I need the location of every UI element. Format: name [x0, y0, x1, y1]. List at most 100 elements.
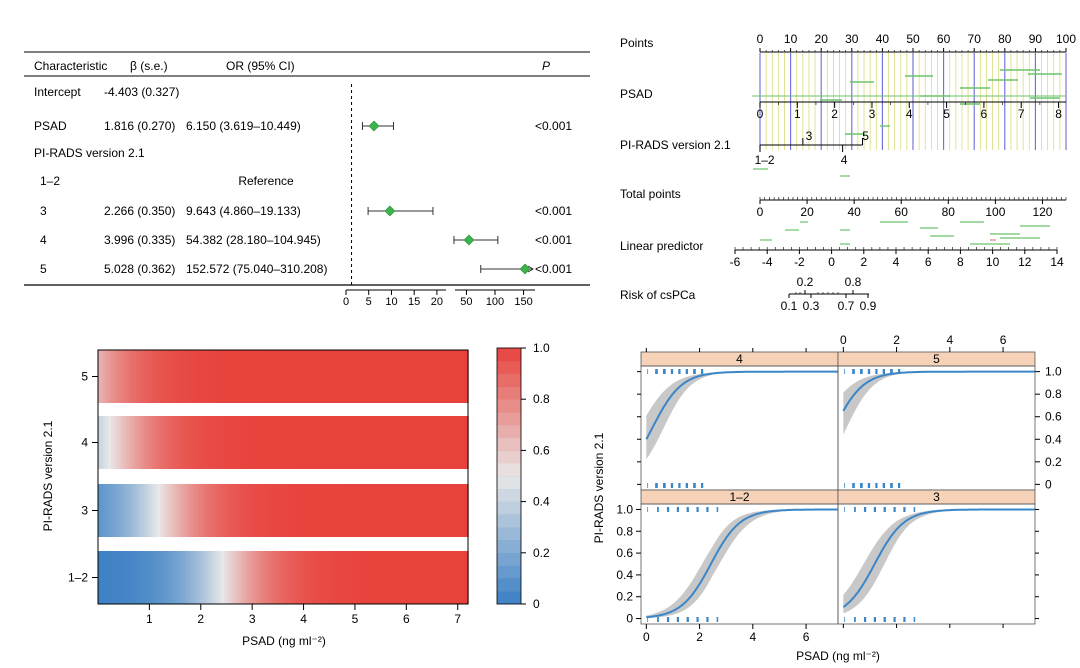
pirads-tick-label: 5: [862, 129, 869, 143]
heatmap-cell: [365, 416, 369, 469]
heatmap-cell: [270, 551, 274, 604]
heatmap-cell: [375, 416, 379, 469]
heatmap-cell: [223, 551, 228, 604]
heatmap-cell: [439, 350, 443, 403]
heatmap-cell: [211, 551, 215, 604]
heatmap-cell: [326, 551, 330, 604]
colorbar-segment: [497, 540, 521, 554]
heatmap-cell: [342, 350, 346, 403]
heatmap-cell: [277, 484, 282, 537]
heatmap-cell: [295, 416, 300, 469]
heatmap-cell: [334, 484, 338, 537]
facet-x-tick-label: 4: [946, 333, 953, 347]
heatmap-cell: [195, 416, 199, 469]
heatmap-cell: [293, 416, 297, 469]
heatmap-cell: [380, 551, 384, 604]
heatmap-cell: [98, 350, 102, 403]
heatmap-cell: [290, 551, 294, 604]
heatmap-cell: [98, 416, 102, 469]
risk-tick-label: 0.3: [803, 299, 820, 313]
heatmap-cell: [131, 484, 135, 537]
heatmap-cell: [283, 350, 287, 403]
heatmap-y-tick-label: 4: [81, 436, 88, 450]
heatmap-cell: [154, 416, 158, 469]
heatmap-cell: [434, 350, 438, 403]
heatmap-cell: [141, 551, 145, 604]
heatmap-cell: [306, 551, 310, 604]
heatmap-cell: [249, 416, 253, 469]
heatmap-cell: [249, 551, 253, 604]
heatmap-cell: [321, 350, 325, 403]
forest-point: [368, 120, 380, 132]
nomogram-label-risk: Risk of csPCa: [620, 288, 696, 302]
heatmap-cell: [380, 484, 384, 537]
heatmap-cell: [283, 551, 287, 604]
heatmap-cell: [360, 350, 364, 403]
heatmap-cell: [169, 416, 174, 469]
heatmap-cell: [154, 551, 158, 604]
heatmap-cell: [457, 484, 461, 537]
heatmap-cell: [257, 551, 261, 604]
heatmap-cell: [108, 416, 112, 469]
facet-y-tick-label: 0.4: [616, 568, 633, 582]
facet-y-tick-label: 1.0: [1045, 365, 1062, 379]
heatmap-cell: [447, 551, 451, 604]
heatmap-cell: [385, 416, 389, 469]
row-beta: 5.028 (0.362): [104, 262, 175, 276]
colorbar-segment: [497, 527, 521, 541]
heatmap-cell: [118, 484, 122, 537]
heatmap-cell: [437, 551, 441, 604]
heatmap-cell: [347, 350, 351, 403]
heatmap-cell: [172, 350, 176, 403]
heatmap-cell: [193, 350, 197, 403]
heatmap-cell: [190, 416, 194, 469]
heatmap-cell: [419, 551, 423, 604]
heatmap-cell: [200, 484, 204, 537]
heatmap-cell: [439, 484, 443, 537]
heatmap-cell: [331, 484, 335, 537]
colorbar-tick-label: 0.2: [533, 546, 550, 560]
colorbar-segment: [497, 360, 521, 374]
heatmap-cell: [321, 484, 325, 537]
heatmap-cell: [295, 350, 300, 403]
row-label: 5: [40, 262, 47, 276]
heatmap-cell: [450, 350, 454, 403]
heatmap-cell: [437, 350, 441, 403]
heatmap-cell: [187, 350, 192, 403]
heatmap-cell: [367, 551, 371, 604]
heatmap-cell: [172, 484, 176, 537]
heatmap-cell: [388, 416, 392, 469]
heatmap-cell: [267, 484, 271, 537]
heatmap-cell: [293, 551, 297, 604]
heatmap-cell: [360, 416, 364, 469]
heatmap-cell: [457, 416, 461, 469]
heatmap-cell: [396, 416, 400, 469]
heatmap-cell: [331, 416, 335, 469]
heatmap-cell: [195, 551, 199, 604]
heatmap-cell: [444, 350, 449, 403]
heatmap-cell: [303, 416, 307, 469]
heatmap-cell: [234, 350, 238, 403]
heatmap-cell: [434, 484, 438, 537]
heatmap-cell: [108, 484, 112, 537]
heatmap-cell: [432, 350, 436, 403]
heatmap-cell: [336, 350, 341, 403]
heatmap-cell: [311, 416, 315, 469]
heatmap-cell: [426, 350, 431, 403]
heatmap-cell: [362, 350, 366, 403]
heatmap-cell: [326, 484, 330, 537]
heatmap-cell: [265, 416, 269, 469]
heatmap-cell: [167, 484, 171, 537]
colorbar-segment: [497, 399, 521, 413]
heatmap-cell: [128, 551, 133, 604]
heatmap-cell: [229, 416, 233, 469]
lp-tick-label: -6: [730, 255, 741, 269]
heatmap-cell: [290, 484, 294, 537]
heatmap-cell: [213, 350, 217, 403]
heatmap-cell: [280, 484, 284, 537]
heatmap-cell: [126, 350, 130, 403]
row-label: 1–2: [40, 174, 60, 188]
heatmap-cell: [313, 551, 318, 604]
points-tick-label: 70: [968, 32, 982, 46]
